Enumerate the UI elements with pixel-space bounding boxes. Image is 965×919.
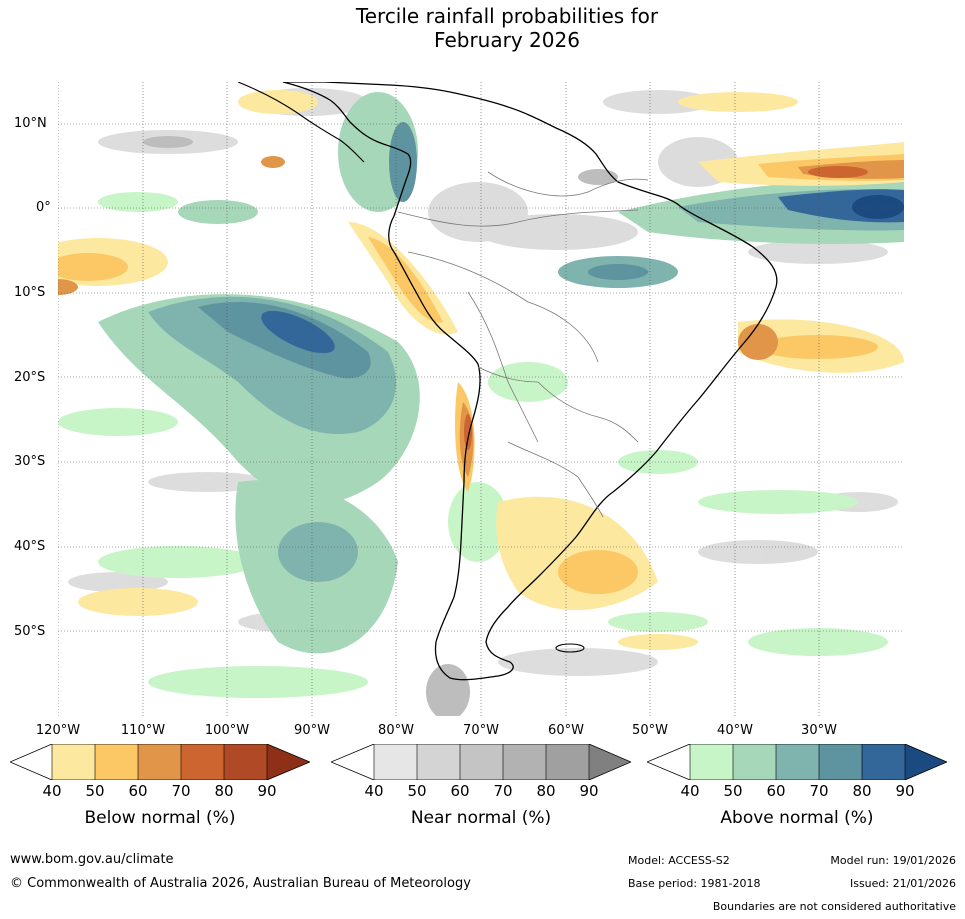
lon-label-80w: 80°W <box>378 723 414 738</box>
below-normal-label: Below normal (%) <box>84 808 236 828</box>
colorbar-near-seg-3 <box>460 744 503 780</box>
above-tick-90: 90 <box>895 782 915 800</box>
title-line-2: February 2026 <box>434 28 580 52</box>
map-title: Tercile rainfall probabilities for Febru… <box>0 4 965 52</box>
colorbar-near-seg-5 <box>546 744 589 780</box>
lon-label-110w: 110°W <box>120 723 166 738</box>
colorbar-above-seg-0 <box>647 744 690 780</box>
country-borders <box>397 171 649 518</box>
colorbar-below-normal <box>8 743 312 784</box>
below-tick-90: 90 <box>257 782 277 800</box>
above-normal-pacific <box>98 294 420 654</box>
colorbar-above-seg-6 <box>905 744 947 780</box>
colorbar-below-seg-1 <box>52 744 95 780</box>
lon-label-40w: 40°W <box>717 723 753 738</box>
colorbar-above-seg-1 <box>690 744 733 780</box>
lat-label-0: 0° <box>36 200 51 215</box>
lon-label-90w: 90°W <box>294 723 330 738</box>
colorbar-below-seg-2 <box>95 744 138 780</box>
above-tick-40: 40 <box>680 782 700 800</box>
near-tick-70: 70 <box>493 782 513 800</box>
near-tick-80: 80 <box>536 782 556 800</box>
model-name: Model: ACCESS-S2 <box>628 854 730 867</box>
falkland-islands <box>555 643 585 653</box>
boundaries-disclaimer: Boundaries are not considered authoritat… <box>712 900 956 913</box>
above-normal-label: Above normal (%) <box>720 808 874 828</box>
base-period: Base period: 1981-2018 <box>628 877 761 890</box>
graticule <box>58 82 904 716</box>
central-america-coastline <box>237 82 365 163</box>
lon-label-100w: 100°W <box>204 723 250 738</box>
lon-label-70w: 70°W <box>463 723 499 738</box>
colorbar-near-seg-1 <box>374 744 417 780</box>
lon-label-30w: 30°W <box>801 723 837 738</box>
copyright-text: © Commonwealth of Australia 2026, Austra… <box>10 876 471 891</box>
below-normal-regions <box>58 90 904 650</box>
lat-label-20s: 20°S <box>14 370 46 385</box>
near-tick-40: 40 <box>364 782 384 800</box>
above-normal-light <box>58 192 888 698</box>
colorbar-above-seg-2 <box>733 744 776 780</box>
above-tick-60: 60 <box>766 782 786 800</box>
title-line-1: Tercile rainfall probabilities for <box>355 4 659 28</box>
colorbar-above-normal <box>645 743 949 784</box>
south-america-coastline <box>282 82 778 681</box>
below-tick-50: 50 <box>85 782 105 800</box>
colorbar-above-seg-4 <box>819 744 862 780</box>
below-tick-60: 60 <box>128 782 148 800</box>
lat-label-40s: 40°S <box>14 539 46 554</box>
website-link[interactable]: www.bom.gov.au/climate <box>10 852 174 867</box>
colorbar-near-seg-2 <box>417 744 460 780</box>
map-canvas <box>58 82 904 716</box>
lat-label-10s: 10°S <box>14 285 46 300</box>
lat-label-10n: 10°N <box>14 116 47 131</box>
near-normal-label: Near normal (%) <box>410 808 552 828</box>
model-run-date: Model run: 19/01/2026 <box>830 854 956 867</box>
below-tick-80: 80 <box>214 782 234 800</box>
lat-label-50s: 50°S <box>14 624 46 639</box>
colorbar-below-seg-0 <box>10 744 52 780</box>
above-normal-atlantic <box>178 92 904 288</box>
colorbar-below-seg-5 <box>224 744 267 780</box>
probability-map <box>58 82 904 716</box>
colorbar-below-seg-4 <box>181 744 224 780</box>
near-tick-50: 50 <box>407 782 427 800</box>
colorbar-near-normal <box>329 743 633 784</box>
above-tick-50: 50 <box>723 782 743 800</box>
colorbar-near-seg-6 <box>589 744 631 780</box>
lon-label-50w: 50°W <box>632 723 668 738</box>
lat-label-30s: 30°S <box>14 454 46 469</box>
below-tick-70: 70 <box>171 782 191 800</box>
colorbar-near-seg-0 <box>331 744 374 780</box>
colorbar-above-seg-3 <box>776 744 819 780</box>
near-normal-darker <box>143 136 618 716</box>
above-tick-70: 70 <box>809 782 829 800</box>
colorbar-near-seg-4 <box>503 744 546 780</box>
lon-label-60w: 60°W <box>548 723 584 738</box>
issued-date: Issued: 21/01/2026 <box>849 877 956 890</box>
below-tick-40: 40 <box>42 782 62 800</box>
near-tick-90: 90 <box>579 782 599 800</box>
near-tick-60: 60 <box>450 782 470 800</box>
above-tick-80: 80 <box>852 782 872 800</box>
colorbar-above-seg-5 <box>862 744 905 780</box>
colorbar-below-seg-3 <box>138 744 181 780</box>
colorbar-below-seg-6 <box>267 744 310 780</box>
lon-label-120w: 120°W <box>35 723 81 738</box>
